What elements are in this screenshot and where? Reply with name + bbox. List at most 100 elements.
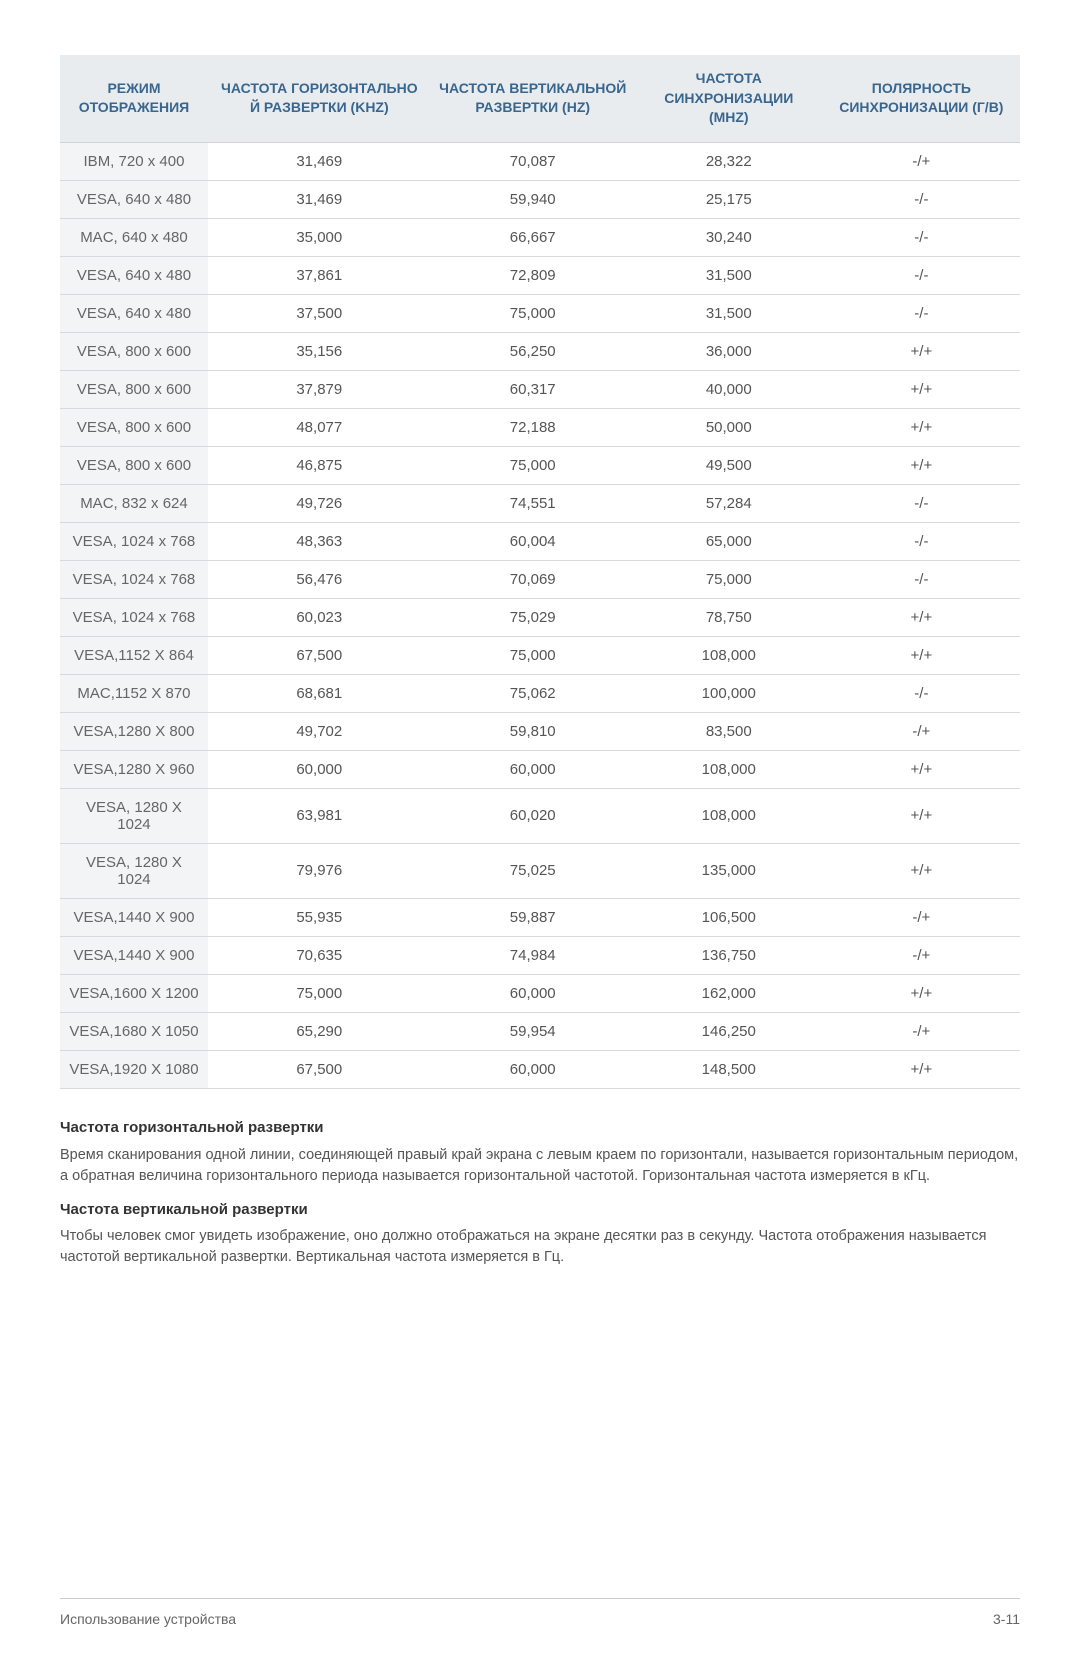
table-cell: MAC, 640 x 480 — [60, 218, 208, 256]
table-cell: 68,681 — [208, 674, 431, 712]
table-cell: 60,000 — [431, 750, 635, 788]
table-cell: VESA,1600 X 1200 — [60, 974, 208, 1012]
table-cell: 37,861 — [208, 256, 431, 294]
table-cell: 74,984 — [431, 936, 635, 974]
table-cell: -/+ — [823, 1012, 1020, 1050]
table-cell: 65,000 — [635, 522, 823, 560]
table-cell: 31,469 — [208, 142, 431, 180]
table-cell: 75,029 — [431, 598, 635, 636]
table-cell: 59,940 — [431, 180, 635, 218]
table-cell: 59,954 — [431, 1012, 635, 1050]
section2-heading: Частота вертикальной развертки — [60, 1199, 1020, 1221]
table-cell: 75,000 — [635, 560, 823, 598]
table-cell: 75,025 — [431, 843, 635, 898]
table-row: MAC, 640 x 48035,00066,66730,240-/- — [60, 218, 1020, 256]
table-row: VESA,1440 X 90070,63574,984136,750-/+ — [60, 936, 1020, 974]
table-cell: 31,500 — [635, 256, 823, 294]
table-cell: VESA, 1024 x 768 — [60, 598, 208, 636]
table-cell: 65,290 — [208, 1012, 431, 1050]
table-cell: 56,250 — [431, 332, 635, 370]
table-header-row: РЕЖИМ ОТОБРАЖЕНИЯ ЧАСТОТА ГОРИЗОНТАЛЬНО … — [60, 55, 1020, 142]
table-cell: VESA, 1024 x 768 — [60, 522, 208, 560]
table-row: VESA, 1280 X 102479,97675,025135,000+/+ — [60, 843, 1020, 898]
table-cell: 75,000 — [431, 294, 635, 332]
table-cell: VESA,1920 X 1080 — [60, 1050, 208, 1088]
table-cell: 108,000 — [635, 750, 823, 788]
table-cell: 28,322 — [635, 142, 823, 180]
table-cell: +/+ — [823, 1050, 1020, 1088]
table-cell: +/+ — [823, 636, 1020, 674]
table-cell: 49,702 — [208, 712, 431, 750]
table-cell: 49,500 — [635, 446, 823, 484]
table-row: VESA,1280 X 96060,00060,000108,000+/+ — [60, 750, 1020, 788]
table-cell: 72,809 — [431, 256, 635, 294]
section1-body: Время сканирования одной линии, соединяю… — [60, 1145, 1020, 1187]
table-cell: 31,469 — [208, 180, 431, 218]
table-cell: 60,000 — [431, 1050, 635, 1088]
table-cell: 75,000 — [431, 446, 635, 484]
table-cell: -/- — [823, 674, 1020, 712]
table-cell: +/+ — [823, 788, 1020, 843]
table-cell: 50,000 — [635, 408, 823, 446]
table-cell: 67,500 — [208, 636, 431, 674]
table-cell: VESA,1440 X 900 — [60, 898, 208, 936]
table-row: VESA, 640 x 48037,50075,00031,500-/- — [60, 294, 1020, 332]
table-cell: 72,188 — [431, 408, 635, 446]
table-row: VESA,1280 X 80049,70259,81083,500-/+ — [60, 712, 1020, 750]
table-cell: 136,750 — [635, 936, 823, 974]
table-cell: MAC,1152 X 870 — [60, 674, 208, 712]
table-cell: 59,810 — [431, 712, 635, 750]
table-cell: -/- — [823, 484, 1020, 522]
table-cell: 37,879 — [208, 370, 431, 408]
table-cell: 60,004 — [431, 522, 635, 560]
table-row: VESA, 800 x 60035,15656,25036,000+/+ — [60, 332, 1020, 370]
table-row: VESA, 1024 x 76856,47670,06975,000-/- — [60, 560, 1020, 598]
table-cell: 31,500 — [635, 294, 823, 332]
table-cell: 63,981 — [208, 788, 431, 843]
col-sync: ЧАСТОТА СИНХРОНИЗАЦИИ (MHZ) — [635, 55, 823, 142]
table-cell: 67,500 — [208, 1050, 431, 1088]
table-cell: -/- — [823, 522, 1020, 560]
table-cell: +/+ — [823, 843, 1020, 898]
section1-heading: Частота горизонтальной развертки — [60, 1117, 1020, 1139]
table-cell: 36,000 — [635, 332, 823, 370]
table-cell: 25,175 — [635, 180, 823, 218]
table-cell: IBM, 720 x 400 — [60, 142, 208, 180]
table-cell: VESA,1440 X 900 — [60, 936, 208, 974]
table-cell: 75,062 — [431, 674, 635, 712]
table-cell: +/+ — [823, 974, 1020, 1012]
table-cell: -/- — [823, 560, 1020, 598]
table-cell: +/+ — [823, 370, 1020, 408]
table-cell: VESA, 800 x 600 — [60, 332, 208, 370]
table-cell: 79,976 — [208, 843, 431, 898]
table-row: VESA,1680 X 105065,29059,954146,250-/+ — [60, 1012, 1020, 1050]
table-cell: VESA,1280 X 800 — [60, 712, 208, 750]
table-cell: 74,551 — [431, 484, 635, 522]
table-cell: 60,000 — [208, 750, 431, 788]
table-cell: 70,069 — [431, 560, 635, 598]
table-cell: -/- — [823, 180, 1020, 218]
table-cell: -/- — [823, 256, 1020, 294]
footer-left: Использование устройства — [60, 1611, 236, 1627]
table-cell: 60,000 — [431, 974, 635, 1012]
table-cell: 56,476 — [208, 560, 431, 598]
table-row: VESA,1152 X 86467,50075,000108,000+/+ — [60, 636, 1020, 674]
table-cell: 75,000 — [431, 636, 635, 674]
table-cell: VESA, 1280 X 1024 — [60, 788, 208, 843]
table-row: VESA,1920 X 108067,50060,000148,500+/+ — [60, 1050, 1020, 1088]
table-cell: 40,000 — [635, 370, 823, 408]
table-cell: 135,000 — [635, 843, 823, 898]
table-cell: VESA,1680 X 1050 — [60, 1012, 208, 1050]
table-cell: -/- — [823, 294, 1020, 332]
table-cell: 60,020 — [431, 788, 635, 843]
table-row: VESA, 800 x 60048,07772,18850,000+/+ — [60, 408, 1020, 446]
table-cell: 78,750 — [635, 598, 823, 636]
table-cell: 108,000 — [635, 788, 823, 843]
col-hfreq: ЧАСТОТА ГОРИЗОНТАЛЬНО Й РАЗВЕРТКИ (KHZ) — [208, 55, 431, 142]
table-cell: 48,363 — [208, 522, 431, 560]
table-cell: 108,000 — [635, 636, 823, 674]
table-cell: 162,000 — [635, 974, 823, 1012]
table-row: MAC, 832 x 62449,72674,55157,284-/- — [60, 484, 1020, 522]
table-cell: 60,317 — [431, 370, 635, 408]
table-cell: 37,500 — [208, 294, 431, 332]
